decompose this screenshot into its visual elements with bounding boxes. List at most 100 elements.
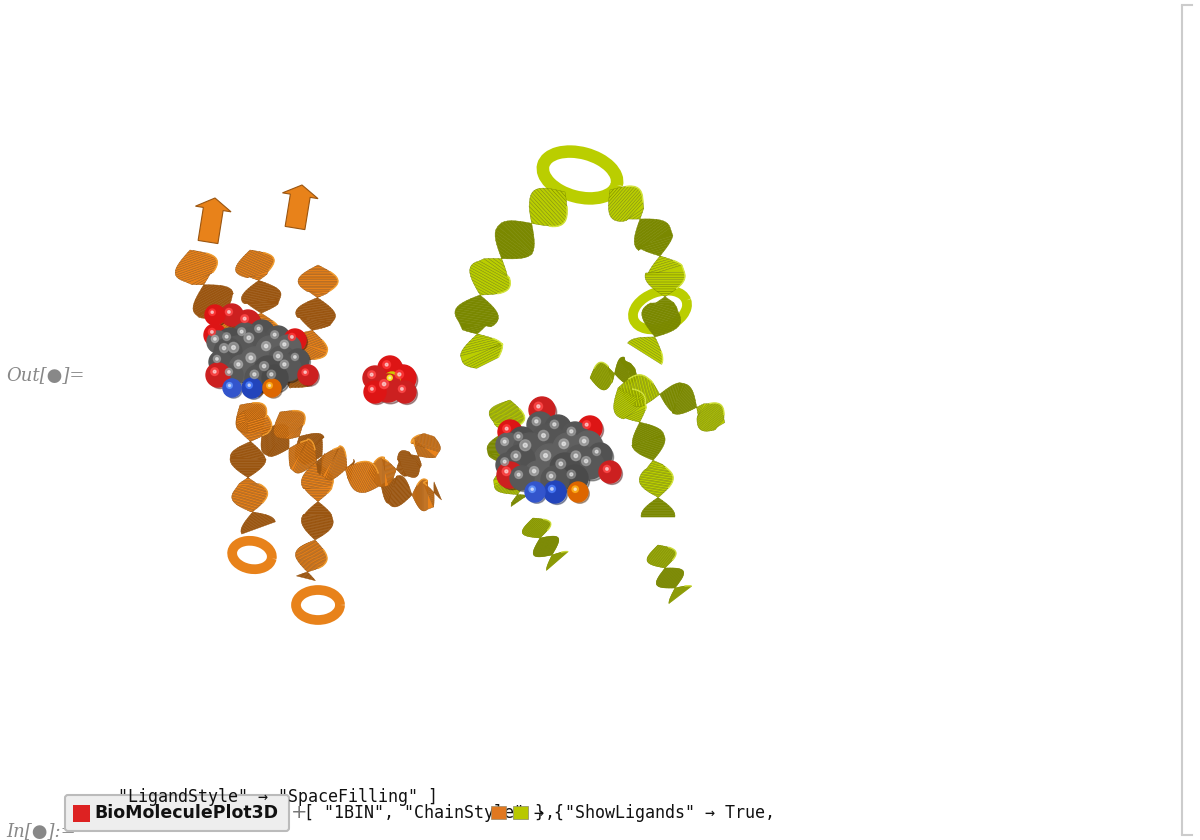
Circle shape bbox=[576, 451, 604, 479]
Polygon shape bbox=[636, 338, 662, 354]
Polygon shape bbox=[661, 577, 683, 588]
Circle shape bbox=[214, 355, 221, 362]
Circle shape bbox=[583, 421, 590, 428]
Polygon shape bbox=[590, 375, 593, 381]
Polygon shape bbox=[500, 433, 510, 434]
Polygon shape bbox=[522, 522, 550, 532]
Polygon shape bbox=[298, 548, 326, 555]
Polygon shape bbox=[654, 560, 672, 566]
Polygon shape bbox=[209, 304, 230, 318]
Polygon shape bbox=[256, 360, 272, 375]
Polygon shape bbox=[245, 373, 256, 376]
Polygon shape bbox=[348, 459, 355, 481]
Polygon shape bbox=[382, 458, 389, 486]
Circle shape bbox=[590, 446, 613, 469]
Polygon shape bbox=[277, 417, 305, 438]
Polygon shape bbox=[414, 455, 420, 460]
Polygon shape bbox=[312, 537, 319, 539]
Circle shape bbox=[227, 382, 233, 388]
Circle shape bbox=[570, 473, 572, 476]
Polygon shape bbox=[592, 374, 593, 381]
Polygon shape bbox=[494, 472, 527, 486]
Polygon shape bbox=[245, 250, 257, 255]
Polygon shape bbox=[500, 480, 527, 492]
Polygon shape bbox=[240, 407, 266, 432]
Polygon shape bbox=[256, 278, 262, 281]
Polygon shape bbox=[692, 402, 696, 410]
Polygon shape bbox=[347, 463, 353, 476]
Polygon shape bbox=[613, 390, 638, 408]
Polygon shape bbox=[617, 363, 623, 381]
Circle shape bbox=[606, 468, 608, 470]
Polygon shape bbox=[382, 459, 390, 486]
Circle shape bbox=[238, 328, 246, 335]
Polygon shape bbox=[503, 466, 512, 469]
Polygon shape bbox=[487, 447, 523, 448]
Polygon shape bbox=[715, 419, 725, 430]
Polygon shape bbox=[295, 433, 317, 454]
Polygon shape bbox=[277, 411, 288, 419]
Circle shape bbox=[221, 304, 242, 326]
Circle shape bbox=[206, 327, 228, 348]
Polygon shape bbox=[534, 536, 551, 548]
Polygon shape bbox=[667, 581, 680, 588]
Polygon shape bbox=[244, 412, 266, 433]
Polygon shape bbox=[301, 565, 316, 570]
Polygon shape bbox=[460, 302, 496, 311]
Polygon shape bbox=[638, 423, 643, 426]
Polygon shape bbox=[694, 404, 696, 409]
Polygon shape bbox=[492, 407, 523, 414]
Polygon shape bbox=[488, 444, 522, 445]
Polygon shape bbox=[181, 251, 203, 260]
Circle shape bbox=[254, 325, 263, 333]
Polygon shape bbox=[302, 514, 332, 519]
Circle shape bbox=[514, 454, 517, 458]
Polygon shape bbox=[302, 471, 330, 476]
Circle shape bbox=[398, 373, 401, 376]
Polygon shape bbox=[673, 586, 677, 588]
Polygon shape bbox=[628, 341, 662, 365]
Polygon shape bbox=[272, 430, 288, 456]
Polygon shape bbox=[185, 250, 198, 256]
Polygon shape bbox=[618, 361, 624, 383]
Polygon shape bbox=[230, 459, 266, 461]
Polygon shape bbox=[322, 454, 324, 459]
Polygon shape bbox=[281, 438, 289, 454]
Polygon shape bbox=[242, 297, 281, 303]
Polygon shape bbox=[414, 440, 434, 458]
Polygon shape bbox=[595, 366, 599, 388]
Polygon shape bbox=[697, 403, 713, 422]
Polygon shape bbox=[187, 273, 212, 285]
Polygon shape bbox=[487, 445, 523, 447]
Polygon shape bbox=[418, 435, 438, 442]
Polygon shape bbox=[649, 383, 654, 402]
Polygon shape bbox=[302, 516, 334, 521]
Polygon shape bbox=[298, 561, 322, 568]
Polygon shape bbox=[511, 494, 529, 507]
Polygon shape bbox=[491, 408, 524, 416]
Polygon shape bbox=[406, 451, 419, 473]
Circle shape bbox=[520, 440, 530, 451]
Circle shape bbox=[529, 466, 539, 475]
Polygon shape bbox=[490, 409, 524, 417]
Polygon shape bbox=[602, 362, 607, 389]
Polygon shape bbox=[455, 309, 498, 318]
Polygon shape bbox=[245, 409, 268, 416]
Polygon shape bbox=[612, 371, 614, 376]
Polygon shape bbox=[498, 223, 532, 254]
Polygon shape bbox=[306, 512, 330, 513]
Polygon shape bbox=[240, 341, 248, 348]
Polygon shape bbox=[493, 422, 517, 426]
Polygon shape bbox=[661, 391, 664, 399]
Polygon shape bbox=[234, 359, 272, 370]
Polygon shape bbox=[289, 446, 294, 454]
Polygon shape bbox=[244, 349, 268, 355]
Polygon shape bbox=[236, 403, 262, 427]
Polygon shape bbox=[240, 328, 280, 333]
Polygon shape bbox=[653, 559, 673, 566]
Circle shape bbox=[384, 372, 400, 388]
Polygon shape bbox=[221, 317, 229, 323]
Polygon shape bbox=[636, 444, 664, 453]
Polygon shape bbox=[614, 389, 632, 402]
Polygon shape bbox=[299, 436, 324, 464]
